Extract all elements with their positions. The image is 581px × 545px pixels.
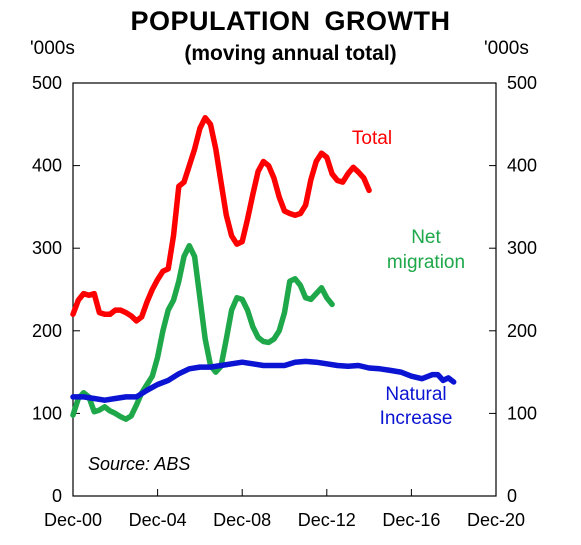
series-line-total bbox=[70, 114, 372, 324]
y-tick-label-left: 400 bbox=[32, 156, 62, 176]
y-tick-label-right: 300 bbox=[507, 238, 537, 258]
y-tick-label-right: 500 bbox=[507, 73, 537, 93]
x-tick-label: Dec-16 bbox=[382, 510, 440, 530]
y-tick-label-left: 200 bbox=[32, 321, 62, 341]
series-labels: Total Net migration Natural Increase bbox=[352, 128, 465, 429]
source-note: Source: ABS bbox=[88, 454, 190, 474]
chart-subtitle: (moving annual total) bbox=[184, 42, 397, 65]
series-label-migration: migration bbox=[387, 252, 465, 273]
right-axis-unit: '000s bbox=[484, 38, 529, 59]
x-tick-label: Dec-20 bbox=[467, 510, 525, 530]
series-label-natural: Natural bbox=[385, 384, 446, 405]
x-tick-label: Dec-08 bbox=[213, 510, 271, 530]
plot-axes bbox=[72, 82, 497, 497]
y-tick-label-left: 100 bbox=[32, 403, 62, 423]
series-lines bbox=[70, 114, 457, 422]
y-tick-label-right: 0 bbox=[507, 486, 517, 506]
series-label-net: Net bbox=[411, 227, 441, 248]
chart-title: POPULATION GROWTH bbox=[130, 6, 451, 36]
series-line-natural-increase bbox=[70, 358, 457, 403]
x-tick-label: Dec-04 bbox=[129, 510, 187, 530]
series-label-increase: Increase bbox=[380, 408, 453, 429]
y-tick-label-right: 200 bbox=[507, 321, 537, 341]
series-line-net-migration bbox=[70, 242, 335, 422]
tick-labels: 0 0 100 100 200 200 300 300 400 400 500 500 Dec-00 De… bbox=[32, 73, 537, 530]
y-tick-label-left: 0 bbox=[52, 486, 62, 506]
y-tick-label-right: 400 bbox=[507, 156, 537, 176]
series-label-total: Total bbox=[352, 128, 392, 149]
x-tick-label: Dec-12 bbox=[298, 510, 356, 530]
left-axis-unit: '000s bbox=[30, 38, 75, 59]
plot-frame bbox=[72, 82, 497, 497]
y-tick-label-right: 100 bbox=[507, 403, 537, 423]
y-tick-label-left: 500 bbox=[32, 73, 62, 93]
x-tick-label: Dec-00 bbox=[44, 510, 102, 530]
y-tick-label-left: 300 bbox=[32, 238, 62, 258]
